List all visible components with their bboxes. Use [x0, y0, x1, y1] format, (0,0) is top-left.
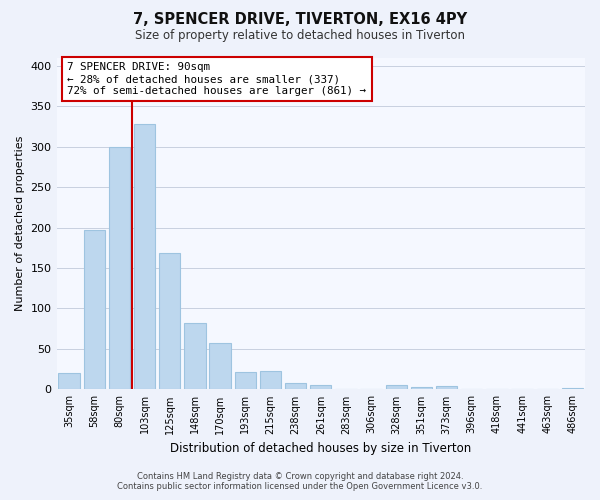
Bar	[83, 230, 105, 390]
Bar	[109, 146, 130, 390]
Text: 7, SPENCER DRIVE, TIVERTON, EX16 4PY: 7, SPENCER DRIVE, TIVERTON, EX16 4PY	[133, 12, 467, 28]
Bar	[562, 388, 583, 390]
Text: Contains HM Land Registry data © Crown copyright and database right 2024.
Contai: Contains HM Land Registry data © Crown c…	[118, 472, 482, 491]
Bar	[260, 371, 281, 390]
Bar	[58, 373, 80, 390]
Bar	[209, 344, 231, 390]
Bar	[310, 384, 331, 390]
Bar	[386, 386, 407, 390]
X-axis label: Distribution of detached houses by size in Tiverton: Distribution of detached houses by size …	[170, 442, 472, 455]
Bar	[235, 372, 256, 390]
Bar	[184, 323, 206, 390]
Text: Size of property relative to detached houses in Tiverton: Size of property relative to detached ho…	[135, 29, 465, 42]
Bar	[159, 254, 181, 390]
Bar	[285, 383, 307, 390]
Bar	[436, 386, 457, 390]
Y-axis label: Number of detached properties: Number of detached properties	[15, 136, 25, 311]
Text: 7 SPENCER DRIVE: 90sqm
← 28% of detached houses are smaller (337)
72% of semi-de: 7 SPENCER DRIVE: 90sqm ← 28% of detached…	[67, 62, 366, 96]
Bar	[134, 124, 155, 390]
Bar	[411, 387, 432, 390]
